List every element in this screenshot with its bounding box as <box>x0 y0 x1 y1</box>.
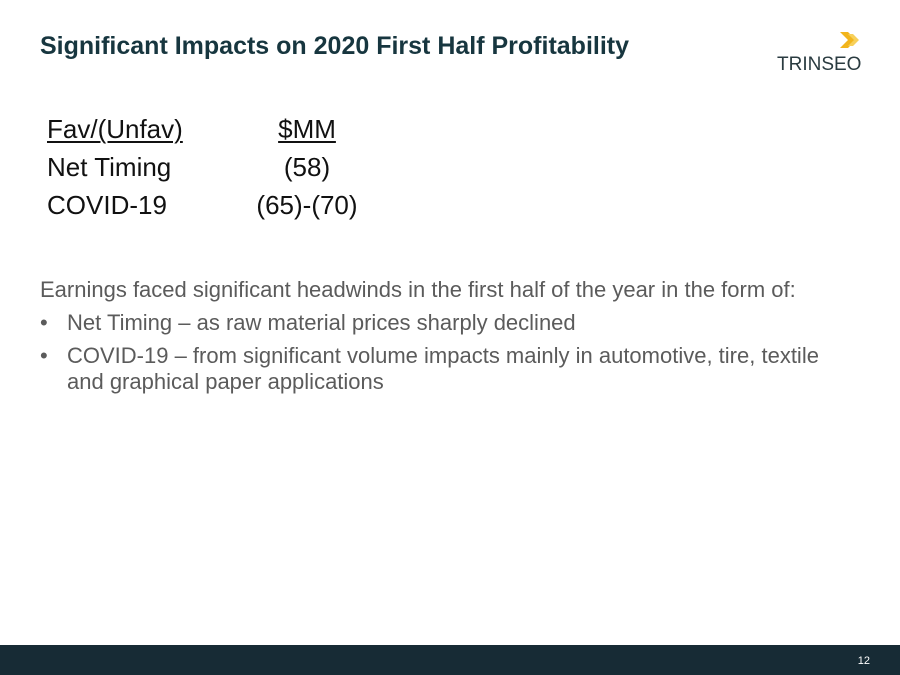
page-number: 12 <box>857 655 870 667</box>
table-cell: (58) <box>283 152 331 182</box>
logo-text: TRINSEO <box>777 54 862 75</box>
body-text: Earnings faced significant headwinds in … <box>40 277 830 402</box>
table-cell: COVID-19 <box>47 190 167 220</box>
table-cell: (65)-(70) <box>256 190 358 220</box>
logo-icon <box>840 32 859 48</box>
header-cell: $MM <box>247 114 367 145</box>
header-text: Fav/(Unfav) <box>47 114 183 144</box>
bullet-item: Net Timing – as raw material prices shar… <box>40 310 830 336</box>
table-cell: Net Timing <box>47 152 172 182</box>
footer-bar: 12 <box>0 645 900 675</box>
header-cell: Fav/(Unfav) <box>47 114 183 145</box>
slide-title: Significant Impacts on 2020 First Half P… <box>40 32 630 60</box>
intro-text: Earnings faced significant headwinds in … <box>40 277 796 302</box>
header-text: $MM <box>278 114 336 144</box>
bullet-item: COVID-19 – from significant volume impac… <box>40 343 830 395</box>
